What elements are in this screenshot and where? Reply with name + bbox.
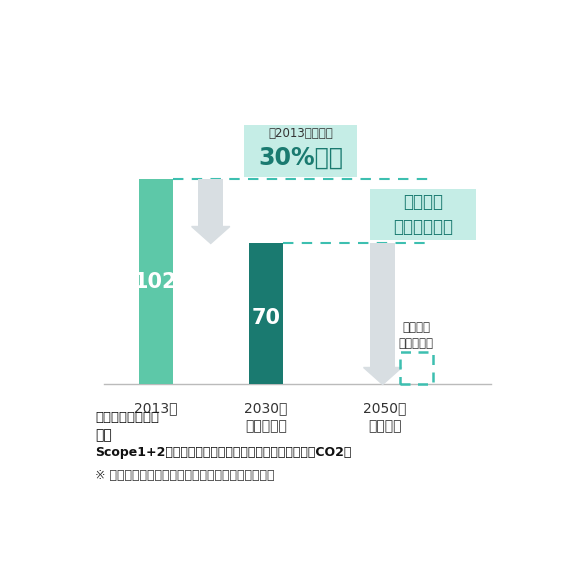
Text: カーボン
オフセット: カーボン オフセット — [399, 321, 434, 350]
Text: カーボン
ニュートラル: カーボン ニュートラル — [393, 193, 453, 235]
Bar — [370, 188, 476, 240]
Polygon shape — [191, 227, 230, 244]
Text: 102: 102 — [134, 272, 177, 292]
Bar — [249, 244, 282, 385]
Polygon shape — [364, 368, 402, 385]
Text: 2030年
ターゲット: 2030年 ターゲット — [244, 401, 288, 433]
Bar — [370, 244, 395, 368]
Bar — [139, 179, 172, 385]
Text: 70: 70 — [251, 309, 280, 328]
Text: 国内: 国内 — [95, 429, 112, 443]
Text: ※ 日本コークス工業およびサンソセンターを含む。: ※ 日本コークス工業およびサンソセンターを含む。 — [95, 469, 274, 481]
Text: Scope1+2　　（原料受入〜製品出荷＋購入電力製造時CO2）: Scope1+2 （原料受入〜製品出荷＋購入電力製造時CO2） — [95, 447, 351, 459]
Text: 2050年
ビジョン: 2050年 ビジョン — [363, 401, 407, 433]
Text: 【シナリオ範囲】: 【シナリオ範囲】 — [95, 411, 159, 424]
Bar — [244, 125, 357, 177]
Text: （2013年起点）: （2013年起点） — [268, 127, 333, 140]
Text: 30%削減: 30%削減 — [258, 145, 343, 169]
Bar — [198, 179, 223, 227]
Text: 2013年: 2013年 — [134, 401, 177, 415]
